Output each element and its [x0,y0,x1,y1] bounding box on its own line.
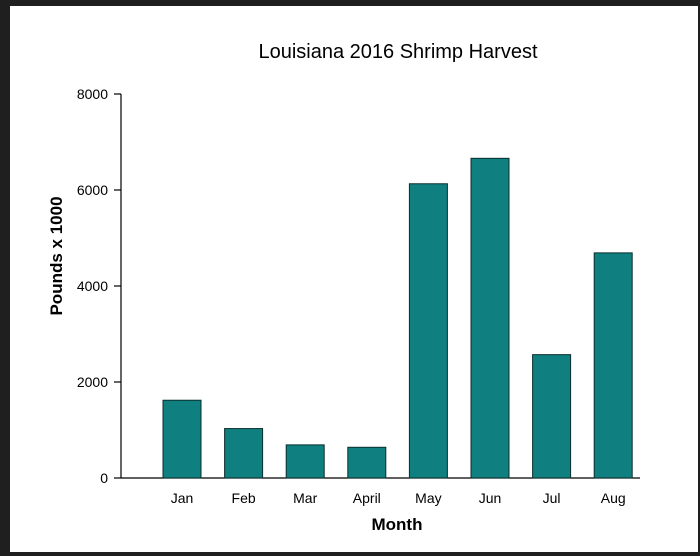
x-tick-label: Jan [171,490,194,506]
bar-feb [224,428,264,479]
y-tick-label: 0 [100,470,108,486]
x-tick-label: May [415,490,441,506]
x-axis: Jan Feb Mar April May Jun Jul Aug [121,477,640,506]
y-axis-label: Pounds x 1000 [47,196,66,315]
x-tick-label: Jun [479,490,502,506]
bars-group [162,157,633,479]
y-tick-label: 6000 [77,182,108,198]
bar-may [408,183,448,479]
bar-aug [593,252,633,479]
x-axis-label: Month [372,515,423,534]
y-tick-label: 2000 [77,374,108,390]
y-axis: 0 2000 4000 6000 8000 [77,86,122,486]
y-tick-label: 8000 [77,86,108,102]
bar-april [347,446,387,479]
bar-mar [285,444,325,479]
bar-jun [470,157,510,479]
x-tick-label: Feb [232,490,256,506]
bar-jan [162,399,202,479]
chart-title: Louisiana 2016 Shrimp Harvest [258,41,537,63]
x-tick-label: Jul [543,490,561,506]
x-tick-label: Aug [601,490,626,506]
y-tick-label: 4000 [77,278,108,294]
x-tick-label: Mar [293,490,317,506]
x-tick-label: April [353,490,381,506]
bar-jul [532,354,572,479]
